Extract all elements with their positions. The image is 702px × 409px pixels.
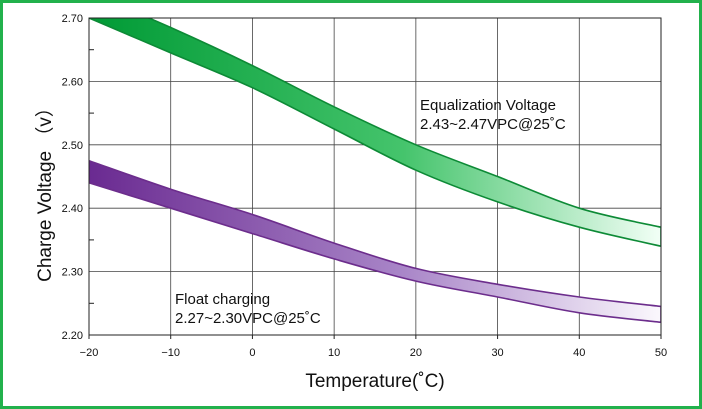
x-tick-label: 30 bbox=[491, 347, 503, 359]
x-tick-label: −10 bbox=[161, 347, 180, 359]
x-tick-label: −20 bbox=[80, 347, 99, 359]
y-tick-labels: 2.70 2.60 2.50 2.40 2.30 2.20 bbox=[62, 13, 83, 342]
x-tick-label: 0 bbox=[249, 347, 255, 359]
x-tick-label: 10 bbox=[328, 347, 340, 359]
y-tick-label: 2.60 bbox=[62, 76, 83, 88]
plot-border bbox=[89, 18, 661, 335]
x-tick-label: 50 bbox=[655, 347, 667, 359]
y-tick-label: 2.50 bbox=[62, 140, 83, 152]
x-axis-title: Temperature(˚C) bbox=[305, 371, 444, 392]
data-bands bbox=[89, 3, 661, 322]
x-tick-label: 20 bbox=[410, 347, 422, 359]
y-tick-label: 2.40 bbox=[62, 203, 83, 215]
x-tick-label: 40 bbox=[573, 347, 585, 359]
x-tick-labels: −20 −10 0 10 20 30 40 50 bbox=[80, 347, 667, 359]
annotation-float-line-2: 2.27~2.30VPC@25˚C bbox=[175, 310, 321, 327]
charge-voltage-chart: −20 −10 0 10 20 30 40 50 2.702.602.502.402.302.… bbox=[3, 3, 699, 406]
y-tick-label: 2.20 bbox=[62, 330, 83, 342]
y-tick-label: 2.30 bbox=[62, 267, 83, 279]
y-axis-title: Charge Voltage （v） bbox=[34, 98, 56, 282]
y-tick-label: 2.70 bbox=[62, 13, 83, 25]
annotation-equalization-line-2: 2.43~2.47VPC@25˚C bbox=[420, 116, 566, 133]
annotation-equalization-line-1: Equalization Voltage bbox=[420, 97, 556, 114]
annotation-float-line-1: Float charging bbox=[175, 291, 270, 308]
